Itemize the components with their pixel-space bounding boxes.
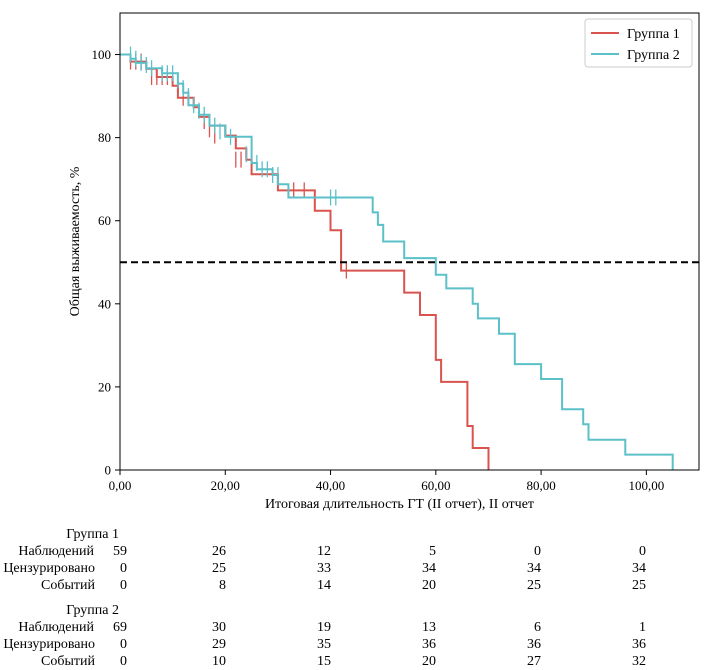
axes: 0,00 20,00 40,00 60,00 80,00 100,00 0 20 40 60 80 1… xyxy=(68,12,700,512)
risk-cell: 34 xyxy=(527,561,541,576)
risk-cell: 33 xyxy=(317,561,331,576)
x-axis-label: Итоговая длительность ГТ (II отчет), II … xyxy=(265,497,534,512)
risk-cell: 36 xyxy=(422,637,436,652)
risk-cell: 36 xyxy=(632,637,646,652)
risk-row-label: Цензурировано xyxy=(3,637,95,652)
risk-group-title: Группа 2 xyxy=(66,603,119,618)
x-tick-label: 100,00 xyxy=(628,478,664,493)
risk-cell: 0 xyxy=(120,578,127,593)
risk-cell: 13 xyxy=(422,620,436,635)
risk-cell: 5 xyxy=(429,544,436,559)
risk-cell: 10 xyxy=(212,654,226,669)
plot-area xyxy=(120,46,699,470)
series-line-group-2 xyxy=(120,53,674,470)
risk-cell: 59 xyxy=(113,544,127,559)
risk-cell: 34 xyxy=(632,561,646,576)
y-tick-label: 80 xyxy=(98,130,111,145)
risk-cell: 26 xyxy=(212,544,226,559)
risk-cell: 34 xyxy=(422,561,436,576)
risk-row-label: Событий xyxy=(41,654,95,669)
legend-label-group-1: Группа 1 xyxy=(627,27,680,42)
risk-row-label: Цензурировано xyxy=(3,561,95,576)
y-tick-label: 60 xyxy=(98,213,111,228)
risk-cell: 0 xyxy=(534,544,541,559)
x-tick-label: 40,00 xyxy=(316,478,345,493)
risk-cell: 20 xyxy=(422,578,436,593)
risk-cell: 36 xyxy=(527,637,541,652)
x-tick-label: 60,00 xyxy=(421,478,450,493)
legend: Группа 1 Группа 2 xyxy=(584,18,693,68)
risk-cell: 25 xyxy=(527,578,541,593)
risk-cell: 27 xyxy=(527,654,541,669)
x-tick-label: 80,00 xyxy=(526,478,555,493)
y-tick-label: 40 xyxy=(98,296,111,311)
risk-cell: 20 xyxy=(422,654,436,669)
risk-cell: 8 xyxy=(219,578,226,593)
risk-row-label: Событий xyxy=(41,578,95,593)
risk-cell: 0 xyxy=(120,637,127,652)
risk-cell: 69 xyxy=(113,620,127,635)
risk-cell: 15 xyxy=(317,654,331,669)
y-tick-label: 0 xyxy=(105,463,112,478)
legend-label-group-2: Группа 2 xyxy=(627,48,680,63)
risk-cell: 35 xyxy=(317,637,331,652)
risk-cell: 1 xyxy=(639,620,646,635)
risk-cell: 25 xyxy=(212,561,226,576)
risk-cell: 32 xyxy=(632,654,646,669)
x-tick-label: 20,00 xyxy=(211,478,240,493)
risk-group-title: Группа 1 xyxy=(66,527,119,542)
x-tick-label: 0,00 xyxy=(109,478,132,493)
survival-chart: 0,00 20,00 40,00 60,00 80,00 100,00 0 20 40 60 80 1… xyxy=(68,12,700,512)
y-axis-label: Общая выживаемость, % xyxy=(68,166,83,316)
y-tick-label: 100 xyxy=(92,47,112,62)
risk-cell: 0 xyxy=(639,544,646,559)
plot-frame xyxy=(119,12,700,471)
risk-cell: 19 xyxy=(317,620,331,635)
y-tick-label: 20 xyxy=(98,379,111,394)
risk-cell: 29 xyxy=(212,637,226,652)
risk-cell: 14 xyxy=(317,578,331,593)
risk-cell: 30 xyxy=(212,620,226,635)
risk-cell: 6 xyxy=(534,620,541,635)
risk-row-label: Наблюдений xyxy=(18,544,94,559)
risk-cell: 0 xyxy=(120,654,127,669)
risk-row-label: Наблюдений xyxy=(18,620,94,635)
risk-cell: 0 xyxy=(120,561,127,576)
risk-cell: 25 xyxy=(632,578,646,593)
risk-cell: 12 xyxy=(317,544,331,559)
